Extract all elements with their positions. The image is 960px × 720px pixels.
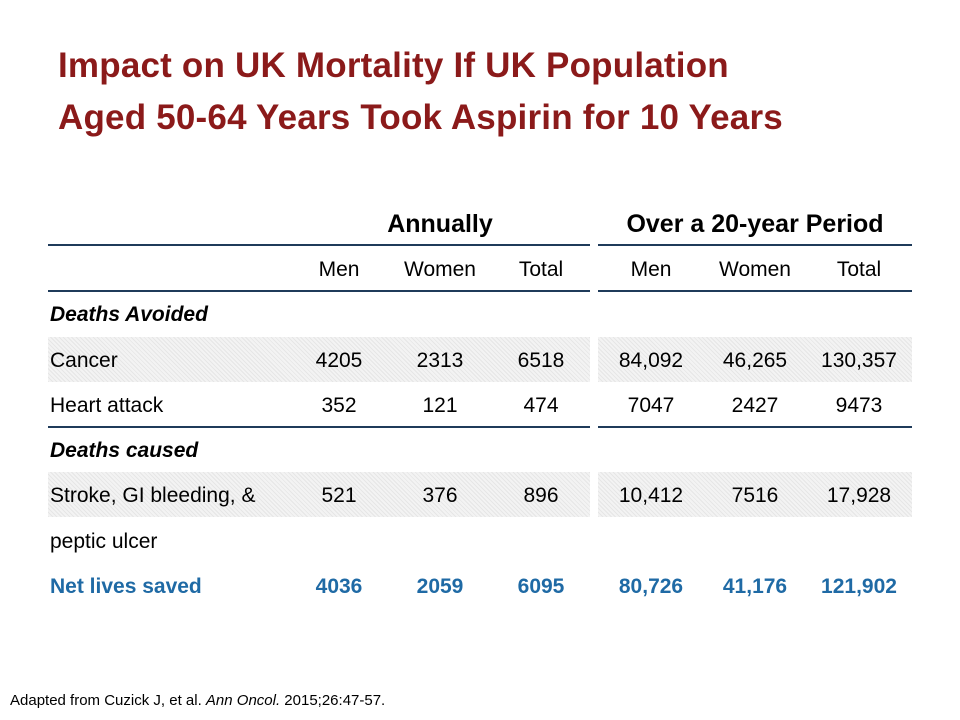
section-deaths-caused: Deaths caused: [50, 439, 199, 462]
footnote-prefix: Adapted from Cuzick J, et al.: [10, 692, 206, 709]
group-header-annually: Annually: [387, 210, 493, 238]
shade-stroke-period: [598, 472, 912, 517]
slide-title: Impact on UK Mortality If UK Population …: [58, 40, 938, 144]
heart-men-period: 7047: [627, 394, 675, 417]
section-deaths-avoided: Deaths Avoided: [50, 303, 208, 326]
cancer-men-period: 84,092: [618, 349, 684, 372]
row-label-heart-attack: Heart attack: [50, 394, 164, 417]
cancer-total-period: 130,357: [821, 349, 897, 372]
stroke-men-period: 10,412: [618, 484, 684, 507]
footnote-suffix: 2015;26:47-57.: [280, 692, 386, 709]
col-header-men-annual: Men: [318, 258, 360, 281]
stroke-men-annual: 521: [321, 484, 357, 507]
slide-title-line-1: Impact on UK Mortality If UK Population: [58, 46, 729, 85]
rule-period-header: [598, 290, 912, 292]
heart-total-annual: 474: [523, 394, 559, 417]
shade-cancer-annual: [48, 337, 590, 382]
footnote-journal: Ann Oncol.: [205, 692, 281, 709]
col-header-women-annual: Women: [404, 258, 476, 281]
net-women-annual: 2059: [416, 575, 464, 598]
cancer-total-annual: 6518: [517, 349, 565, 372]
col-header-total-period: Total: [836, 258, 882, 281]
heart-men-annual: 352: [321, 394, 357, 417]
heart-women-period: 2427: [731, 394, 779, 417]
rule-annually-top: [48, 244, 590, 246]
col-header-women-period: Women: [719, 258, 791, 281]
net-men-annual: 4036: [315, 575, 363, 598]
row-label-stroke-line-1: Stroke, GI bleeding, &: [50, 484, 256, 507]
stroke-women-annual: 376: [422, 484, 458, 507]
col-header-total-annual: Total: [518, 258, 564, 281]
cancer-women-annual: 2313: [416, 349, 464, 372]
heart-total-period: 9473: [835, 394, 883, 417]
net-total-period: 121,902: [821, 575, 897, 598]
row-label-cancer: Cancer: [50, 349, 118, 372]
shade-stroke-annual: [48, 472, 590, 517]
slide-title-line-2: Aged 50-64 Years Took Aspirin for 10 Yea…: [58, 98, 783, 137]
stroke-total-annual: 896: [523, 484, 559, 507]
group-header-20-year-period: Over a 20-year Period: [626, 210, 884, 238]
rule-period-top: [598, 244, 912, 246]
net-women-period: 41,176: [722, 575, 788, 598]
row-label-net-lives-saved: Net lives saved: [50, 575, 202, 598]
cancer-men-annual: 4205: [315, 349, 363, 372]
rule-annually-header: [48, 290, 590, 292]
rule-period-avoided: [598, 426, 912, 428]
heart-women-annual: 121: [422, 394, 458, 417]
net-total-annual: 6095: [517, 575, 565, 598]
shade-cancer-period: [598, 337, 912, 382]
stroke-women-period: 7516: [731, 484, 779, 507]
row-label-stroke-line-2: peptic ulcer: [50, 530, 158, 553]
stroke-total-period: 17,928: [826, 484, 892, 507]
source-footnote: Adapted from Cuzick J, et al. Ann Oncol.…: [10, 692, 385, 710]
col-header-men-period: Men: [630, 258, 672, 281]
rule-annually-avoided: [48, 426, 590, 428]
net-men-period: 80,726: [618, 575, 684, 598]
cancer-women-period: 46,265: [722, 349, 788, 372]
